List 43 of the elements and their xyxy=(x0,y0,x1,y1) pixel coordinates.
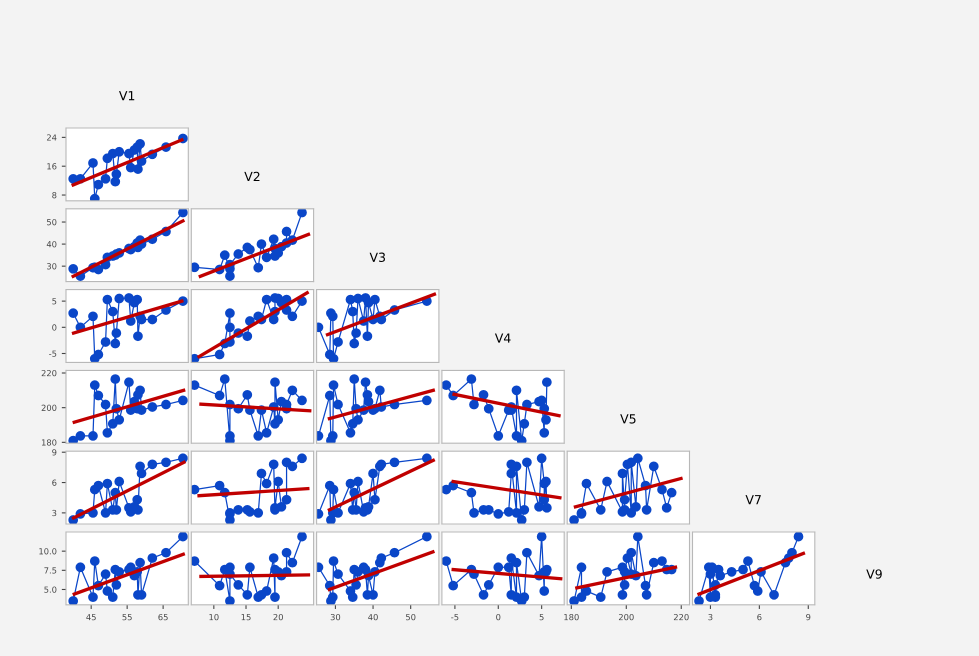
y-tick-label: 30 xyxy=(47,263,56,270)
y-tick-label: 5 xyxy=(52,298,56,304)
y-tick-label: 220 xyxy=(42,370,56,376)
chart-title: V1 xyxy=(118,91,134,100)
y-tick-label: 16 xyxy=(47,163,56,170)
chart-title: V3 xyxy=(370,252,385,262)
x-tick-label: 9 xyxy=(806,614,810,620)
y-tick-label: 7.5 xyxy=(44,567,56,574)
y-tick-label: 0 xyxy=(52,324,56,331)
y-tick-label: 50 xyxy=(47,219,56,226)
x-tick-label: 6 xyxy=(757,614,762,620)
y-tick-label: 40 xyxy=(46,241,56,248)
y-tick-label: 8 xyxy=(52,192,56,198)
x-tick-label: 3 xyxy=(708,614,712,620)
x-tick-label: 50 xyxy=(406,614,416,620)
chart-title: V4 xyxy=(494,334,511,343)
y-tick-label: 200 xyxy=(42,404,56,411)
x-tick-label: 180 xyxy=(564,614,579,620)
y-tick-label: -5 xyxy=(49,350,56,357)
y-tick-label: 24 xyxy=(46,134,57,141)
x-tick-label: 220 xyxy=(674,614,689,620)
x-tick-label: 5 xyxy=(540,614,544,620)
chart-title: V7 xyxy=(745,495,761,504)
chart-title: V2 xyxy=(244,172,260,182)
x-tick-label: 45 xyxy=(86,614,96,620)
x-tick-label: 30 xyxy=(330,614,340,620)
x-tick-label: 40 xyxy=(368,614,378,620)
y-tick-label: 9 xyxy=(52,449,56,456)
y-tick-label: 3 xyxy=(52,510,56,516)
x-tick-label: 55 xyxy=(122,614,132,620)
x-tick-label: 65 xyxy=(158,614,168,620)
y-tick-label: 6 xyxy=(52,480,56,486)
text: V9 xyxy=(866,569,882,579)
y-tick-label: 10.0 xyxy=(39,548,56,554)
y-tick-label: 180 xyxy=(42,439,56,446)
x-tick-label: 15 xyxy=(242,614,251,620)
x-tick-label: 10 xyxy=(209,614,219,620)
x-tick-label: 200 xyxy=(618,614,634,620)
chart-title: V5 xyxy=(620,414,636,424)
x-tick-label: 20 xyxy=(274,614,283,620)
y-tick-label: 5.0 xyxy=(44,586,56,593)
x-tick-label: -5 xyxy=(451,614,458,620)
x-tick-label: 0 xyxy=(496,614,500,620)
